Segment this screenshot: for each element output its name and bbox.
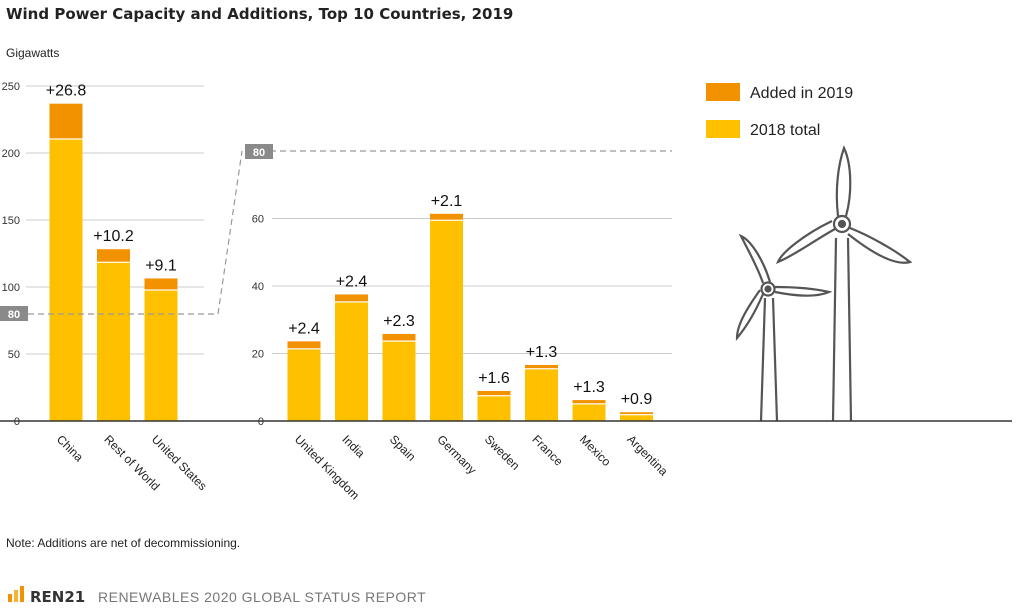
bar-base-united-kingdom — [287, 349, 321, 421]
y-tick-label-p0-0: 0 — [14, 416, 20, 428]
bar-added-sweden — [477, 390, 511, 396]
bar-added-france — [525, 364, 558, 369]
category-label-spain: Spain — [387, 432, 419, 464]
bar-base-rest-of-world — [97, 262, 130, 421]
category-label-argentina: Argentina — [624, 432, 670, 478]
bar-base-china — [49, 139, 83, 421]
bar-added-united-states — [144, 278, 178, 290]
data-label-mexico: +1.3 — [573, 379, 605, 396]
data-label-india: +2.4 — [336, 273, 368, 290]
data-label-argentina: +0.9 — [621, 391, 653, 408]
data-label-united-kingdom: +2.4 — [288, 320, 320, 337]
y-tick-label-p1-2: 40 — [252, 281, 264, 293]
bar-base-united-states — [144, 290, 178, 421]
category-label-mexico: Mexico — [577, 432, 614, 469]
scale-badge-right-text: 80 — [253, 147, 265, 159]
bar-base-mexico — [572, 404, 606, 421]
data-labels: +26.8 +10.2 +9.1 +2.4 +2.4 +2.3 +2.1 +1.6 +1.3 +1… — [46, 83, 653, 409]
scale-badge-left — [0, 306, 28, 321]
bar-added-germany — [430, 213, 463, 220]
legend-label-base: 2018 total — [750, 122, 820, 139]
bar-added-united-kingdom — [287, 341, 321, 349]
category-label-india: India — [339, 432, 368, 461]
y-tick-label-p0-5: 250 — [2, 81, 20, 93]
y-tick-label-p1-3: 60 — [252, 214, 264, 226]
bar-added-rest-of-world — [97, 249, 130, 262]
bar-base-spain — [382, 341, 416, 421]
y-tick-label-p0-4: 200 — [2, 148, 20, 160]
y-tick-label-p0-1: 50 — [8, 349, 20, 361]
data-label-united-states: +9.1 — [145, 257, 177, 274]
footer-brand: REN21 — [30, 588, 85, 606]
bars — [49, 103, 653, 421]
y-tick-label-p0-3: 150 — [2, 215, 20, 227]
legend: Added in 2019 2018 total — [706, 83, 853, 139]
data-label-rest-of-world: +10.2 — [93, 228, 134, 245]
bar-base-germany — [430, 220, 463, 421]
bar-base-sweden — [477, 396, 511, 421]
legend-swatch-added — [706, 83, 740, 101]
y-tick-label-p1-0: 0 — [258, 416, 264, 428]
bar-base-argentina — [620, 415, 653, 421]
bar-base-india — [335, 302, 368, 421]
chart-note: Note: Additions are net of decommissioni… — [6, 536, 240, 550]
bar-added-india — [335, 294, 368, 302]
scale-badge-right — [245, 144, 273, 159]
wind-turbine-icon — [735, 145, 913, 422]
y-axis-label: Gigawatts — [6, 46, 59, 60]
scale-badge-left-text: 80 — [8, 309, 20, 321]
data-label-china: +26.8 — [46, 83, 87, 100]
footer-report-title: RENEWABLES 2020 GLOBAL STATUS REPORT — [98, 589, 426, 605]
bar-added-china — [49, 103, 83, 139]
connector-line-diagonal — [217, 150, 243, 315]
ren21-logo-icon — [8, 586, 24, 602]
data-label-spain: +2.3 — [383, 313, 415, 330]
category-label-sweden: Sweden — [482, 432, 523, 473]
tick-labels: 0 50 100 150 200 250 0 20 40 60 — [2, 81, 264, 428]
bar-base-france — [525, 369, 558, 421]
y-tick-label-p1-1: 20 — [252, 349, 264, 361]
y-tick-label-p0-2: 100 — [2, 282, 20, 294]
data-label-france: +1.3 — [526, 344, 558, 361]
category-label-germany: Germany — [434, 432, 479, 477]
bar-added-mexico — [572, 400, 606, 404]
data-label-germany: +2.1 — [431, 193, 463, 210]
bar-added-spain — [382, 333, 416, 341]
scale-connector: 80 80 — [0, 144, 672, 321]
legend-label-added: Added in 2019 — [750, 85, 853, 102]
legend-swatch-base — [706, 120, 740, 138]
bar-added-argentina — [620, 412, 653, 415]
category-label-france: France — [529, 432, 566, 469]
chart-title: Wind Power Capacity and Additions, Top 1… — [6, 5, 513, 23]
data-label-sweden: +1.6 — [478, 370, 510, 387]
category-label-china: China — [54, 432, 86, 464]
